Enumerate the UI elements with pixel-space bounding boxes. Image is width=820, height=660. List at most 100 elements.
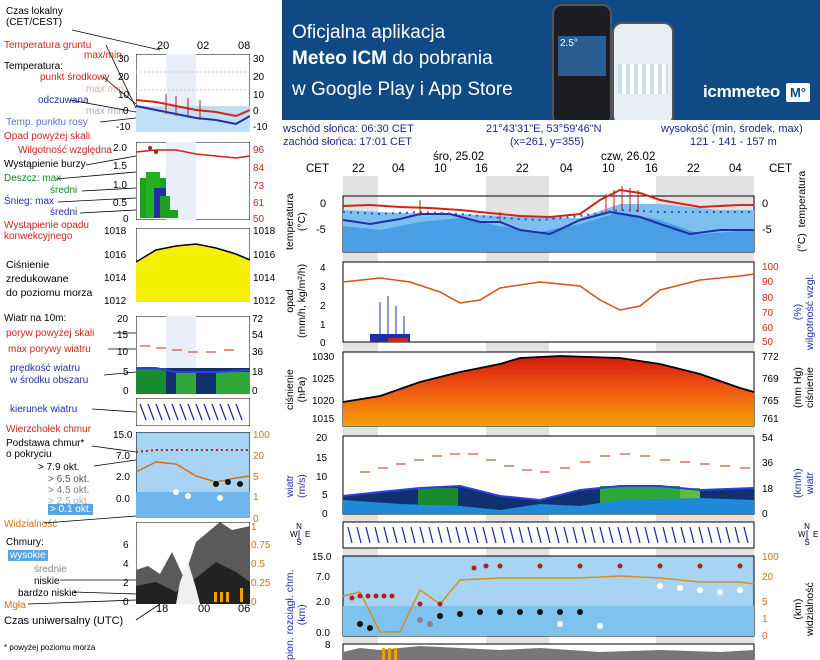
- wind-arrow: [410, 526, 416, 544]
- wind-arrow: [392, 526, 398, 544]
- wind-arrow: [527, 526, 533, 544]
- tick: 1018: [253, 226, 276, 237]
- wind-panel: [342, 435, 755, 515]
- tick: -10: [253, 122, 268, 133]
- tick: 15: [316, 453, 328, 464]
- clouds-label: Chmury:: [6, 537, 44, 548]
- local-tick: 08: [238, 40, 251, 52]
- sunrise: wschód słońca: 06:30 CET: [283, 123, 414, 135]
- tick: 1: [762, 614, 768, 625]
- hour-tick: 22: [352, 163, 365, 175]
- tick: 2.0: [113, 143, 127, 154]
- tick: 73: [253, 181, 265, 192]
- tick: 0: [253, 106, 259, 117]
- tick: 772: [762, 352, 779, 363]
- tick: 5: [123, 367, 129, 378]
- mid-point-label: punkt środkowy: [40, 72, 110, 83]
- rain-max-label: Deszcz: max: [4, 173, 62, 184]
- ground-maxmin-label: max/min: [84, 50, 122, 61]
- wind-arrow: [500, 526, 506, 544]
- tick: 1: [320, 320, 326, 331]
- legend-clouds-chart: [136, 522, 250, 604]
- tick: 10: [118, 90, 130, 101]
- wind-arrow: [680, 526, 686, 544]
- tick: 1014: [104, 273, 127, 284]
- icmmeteo-logo: icmmeteo M°: [703, 82, 810, 102]
- tick: 0: [123, 597, 129, 608]
- wind-at-label: Wiatr na 10m:: [4, 313, 67, 324]
- wind-arrow: [554, 526, 560, 544]
- tick: 20: [117, 314, 129, 325]
- sunset: zachód słońca: 17:01 CET: [283, 136, 413, 148]
- tick: 80: [762, 293, 774, 304]
- wind-arrow: [644, 526, 650, 544]
- rain-above-label: Opad powyżej skali: [4, 131, 91, 142]
- tick: 2: [320, 301, 326, 312]
- legend-pressure-chart: [136, 228, 250, 302]
- hour-tick: 04: [392, 163, 405, 175]
- wind-arrow: [383, 526, 389, 544]
- wind-arrow: [743, 526, 749, 544]
- compass-icon: N W E S: [798, 522, 818, 546]
- tick: 36: [252, 347, 264, 358]
- tick: 100: [762, 262, 779, 273]
- clouds-panel: [342, 643, 755, 660]
- wind-arrow: [473, 526, 479, 544]
- tick: 15: [117, 330, 129, 341]
- tick: 0.0: [116, 494, 130, 505]
- wind-arrow: [581, 526, 587, 544]
- legend-precip-chart: [136, 142, 250, 220]
- svg-text:S: S: [296, 538, 301, 546]
- visibility-line: [342, 575, 755, 633]
- pressure-label: Ciśnienie zredukowane do poziomu morza: [6, 259, 93, 299]
- tick: 1016: [104, 250, 127, 261]
- tick: 3: [320, 282, 326, 293]
- day1-label: śro, 25.02: [433, 151, 485, 163]
- tick: 5: [762, 597, 768, 608]
- tick: 0.0: [316, 628, 330, 639]
- tick: -10: [116, 122, 131, 133]
- wind-arrow: [365, 526, 371, 544]
- tick: 1020: [312, 396, 335, 407]
- cet-right: CET: [769, 163, 792, 175]
- banner-line2: Meteo ICM do pobrania: [292, 46, 493, 71]
- tick: 2: [123, 578, 129, 589]
- tick: 15.0: [113, 430, 133, 441]
- wind-arrow: [626, 526, 632, 544]
- precip-event-label: Wystąpienie opadu konwekcyjnego: [4, 220, 89, 242]
- tick: 0: [123, 214, 129, 225]
- compass-icon: N W E S: [290, 522, 310, 546]
- tick: -5: [316, 224, 326, 236]
- tick: 0.5: [251, 559, 265, 570]
- dew-dots: [342, 208, 754, 222]
- wind-arrow: [419, 526, 425, 544]
- wind-arrow: [671, 526, 677, 544]
- storm-label: Wystąpienie burzy: [4, 159, 86, 170]
- tick: 5: [322, 490, 328, 501]
- wind-arrow: [374, 526, 380, 544]
- phone-image-2: [612, 22, 674, 120]
- tick: 769: [762, 374, 779, 385]
- visibility-label: Widzialność: [4, 519, 58, 530]
- tick: 1015: [312, 414, 335, 425]
- wind-arrow: [347, 526, 353, 544]
- wind-arrow: [590, 526, 596, 544]
- wind-arrow: [689, 526, 695, 544]
- tick: 61: [253, 198, 265, 209]
- tick: 60: [762, 323, 774, 334]
- banner-line2-rest: do pobrania: [387, 48, 493, 69]
- legend-temp-chart: [136, 54, 250, 132]
- tick: 54: [762, 433, 774, 444]
- app-banner[interactable]: Oficjalna aplikacja Meteo ICM do pobrani…: [282, 0, 820, 120]
- tick: 8: [325, 640, 331, 651]
- local-tick: 02: [197, 40, 210, 52]
- wind-arrow: [617, 526, 623, 544]
- precip-panel: [342, 261, 755, 343]
- tick: 1: [251, 522, 257, 533]
- wind-arrow: [356, 526, 362, 544]
- tick: 2.0: [116, 472, 130, 483]
- rain-mid-label: średni: [50, 185, 78, 196]
- svg-text:W: W: [290, 530, 298, 539]
- banner-line3: w Google Play i App Store: [292, 79, 513, 100]
- hour-tick: 22: [687, 163, 700, 175]
